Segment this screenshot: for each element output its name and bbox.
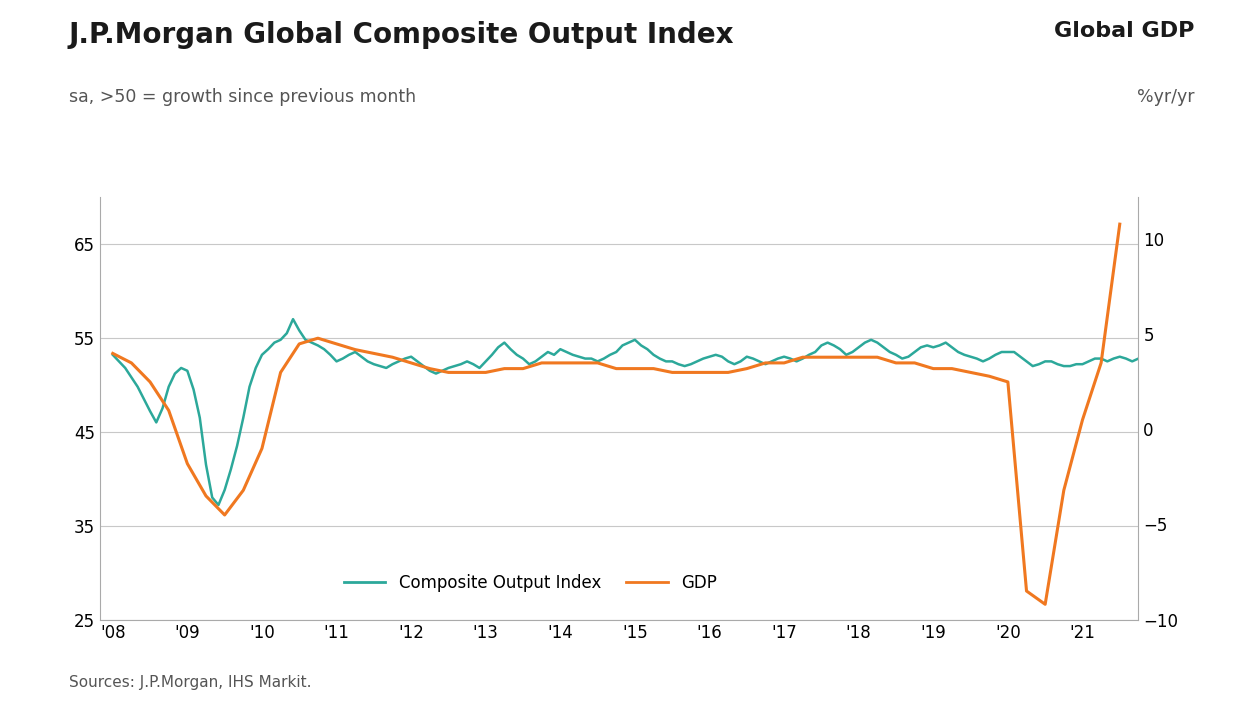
Text: Sources: J.P.Morgan, IHS Markit.: Sources: J.P.Morgan, IHS Markit.: [69, 675, 311, 690]
Text: %yr/yr: %yr/yr: [1137, 88, 1195, 106]
Text: J.P.Morgan Global Composite Output Index: J.P.Morgan Global Composite Output Index: [69, 21, 734, 49]
Text: Global GDP: Global GDP: [1055, 21, 1195, 41]
Legend: Composite Output Index, GDP: Composite Output Index, GDP: [337, 567, 723, 598]
Text: sa, >50 = growth since previous month: sa, >50 = growth since previous month: [69, 88, 415, 106]
